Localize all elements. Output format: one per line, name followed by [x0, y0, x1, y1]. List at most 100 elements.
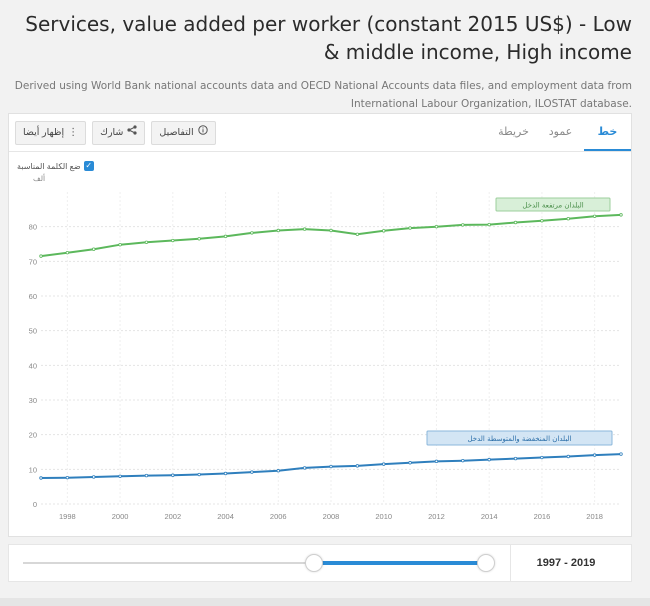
y-unit-label: ألف — [33, 174, 46, 183]
data-point — [39, 254, 43, 258]
x-tick-label: 2006 — [270, 512, 287, 521]
x-tick-label: 2018 — [586, 512, 603, 521]
data-point — [276, 469, 280, 473]
data-point — [329, 464, 333, 469]
info-icon — [197, 122, 208, 144]
data-point — [118, 474, 122, 478]
data-point — [355, 232, 360, 236]
series-label: البلدان المنخفضة والمتوسطة الدخل — [467, 435, 571, 443]
data-point — [276, 228, 280, 233]
page-title: Services, value added per worker (consta… — [25, 12, 632, 64]
share-button[interactable]: شارك — [92, 121, 146, 145]
data-point — [171, 238, 175, 243]
series-label-box — [495, 197, 611, 212]
x-tick-label: 2010 — [375, 512, 392, 521]
year-range-label: 1997 - 2019 — [510, 545, 621, 581]
series-label: البلدان مرتفعة الدخل — [522, 202, 583, 210]
year-range-slider: 1997 - 2019 — [8, 544, 632, 582]
view-tabs: خط عمود خريطة — [490, 114, 631, 151]
data-point — [434, 459, 439, 464]
page-footer-bar — [0, 598, 650, 606]
data-point — [250, 470, 254, 474]
slider-track — [23, 562, 485, 564]
x-tick-label: 2014 — [481, 512, 498, 521]
data-point — [197, 237, 201, 241]
chart-card: خط عمود خريطة ⋮ إظهار أيضا شارك التفاصيل… — [8, 113, 632, 537]
slider-track-fill — [312, 561, 485, 565]
y-tick-label: 70 — [29, 257, 37, 266]
data-point — [92, 247, 96, 251]
data-point — [408, 226, 412, 230]
slider-start-handle[interactable] — [304, 554, 323, 572]
y-tick-label: 60 — [29, 292, 37, 301]
data-point — [65, 250, 70, 255]
data-point — [382, 229, 386, 233]
page-subtitle: Derived using World Bank national accoun… — [14, 80, 632, 110]
details-button[interactable]: التفاصيل — [151, 121, 216, 145]
x-tick-label: 1998 — [59, 512, 76, 521]
data-point — [566, 216, 570, 221]
series-label-box — [426, 430, 613, 446]
more-vertical-icon: ⋮ — [68, 127, 79, 138]
y-tick-label: 0 — [33, 500, 37, 509]
data-point — [619, 452, 623, 456]
tab-divider — [9, 151, 631, 152]
tab-bar[interactable]: عمود — [548, 126, 573, 138]
x-tick-label: 2004 — [217, 512, 234, 521]
checkbox-checked-icon[interactable]: ✓ — [83, 161, 94, 171]
label-toggle-text: ضع الكلمة المناسبة — [17, 161, 81, 171]
line-chart: 0 10 20 30 40 50 60 70 80 1998 2000 2002 2004 2006 200… — [29, 192, 623, 521]
data-point — [39, 476, 43, 480]
data-point — [223, 234, 228, 239]
data-point — [487, 457, 491, 462]
chart-actions: ⋮ إظهار أيضا شارك التفاصيل — [15, 121, 216, 145]
tab-map[interactable]: خريطة — [498, 126, 529, 138]
data-point — [619, 213, 623, 217]
x-tick-label: 2012 — [428, 512, 445, 521]
y-tick-label: 50 — [29, 327, 37, 336]
data-point — [487, 222, 491, 227]
data-point — [408, 461, 412, 465]
data-point — [197, 472, 201, 477]
data-point — [540, 219, 544, 223]
x-tick-label: 2000 — [112, 512, 129, 521]
data-point — [382, 462, 386, 466]
data-point — [302, 227, 307, 231]
x-tick-label: 2008 — [323, 512, 340, 521]
share-label: شارك — [100, 127, 124, 138]
details-label: التفاصيل — [159, 127, 194, 138]
also-show-label: إظهار أيضا — [23, 127, 65, 138]
share-icon — [127, 122, 138, 144]
x-tick-label: 2002 — [164, 512, 181, 521]
data-point — [434, 224, 439, 229]
data-point — [540, 455, 544, 460]
y-tick-label: 40 — [29, 361, 37, 370]
data-point — [65, 475, 70, 480]
data-point — [461, 223, 465, 227]
data-point — [355, 464, 360, 468]
data-point — [513, 220, 518, 225]
data-point — [461, 458, 465, 463]
tab-line[interactable]: خط — [584, 114, 631, 151]
data-point — [329, 228, 333, 233]
data-point — [566, 454, 570, 459]
data-point — [171, 473, 175, 477]
data-point — [513, 456, 518, 461]
data-point — [223, 471, 228, 476]
y-tick-label: 20 — [29, 431, 37, 440]
data-point — [118, 242, 122, 247]
data-point — [302, 466, 307, 470]
slider-end-handle[interactable] — [477, 554, 495, 572]
data-point — [592, 453, 597, 457]
data-point — [592, 214, 597, 218]
data-point — [250, 231, 254, 235]
label-toggle[interactable]: ✓ ضع الكلمة المناسبة — [17, 161, 94, 171]
data-point — [144, 473, 149, 478]
data-point — [92, 475, 96, 479]
y-tick-label: 30 — [29, 396, 37, 405]
also-show-button[interactable]: ⋮ إظهار أيضا — [15, 121, 87, 145]
data-point — [144, 240, 149, 244]
y-tick-label: 10 — [29, 465, 37, 474]
x-tick-label: 2016 — [534, 512, 551, 521]
y-tick-label: 80 — [29, 223, 37, 232]
